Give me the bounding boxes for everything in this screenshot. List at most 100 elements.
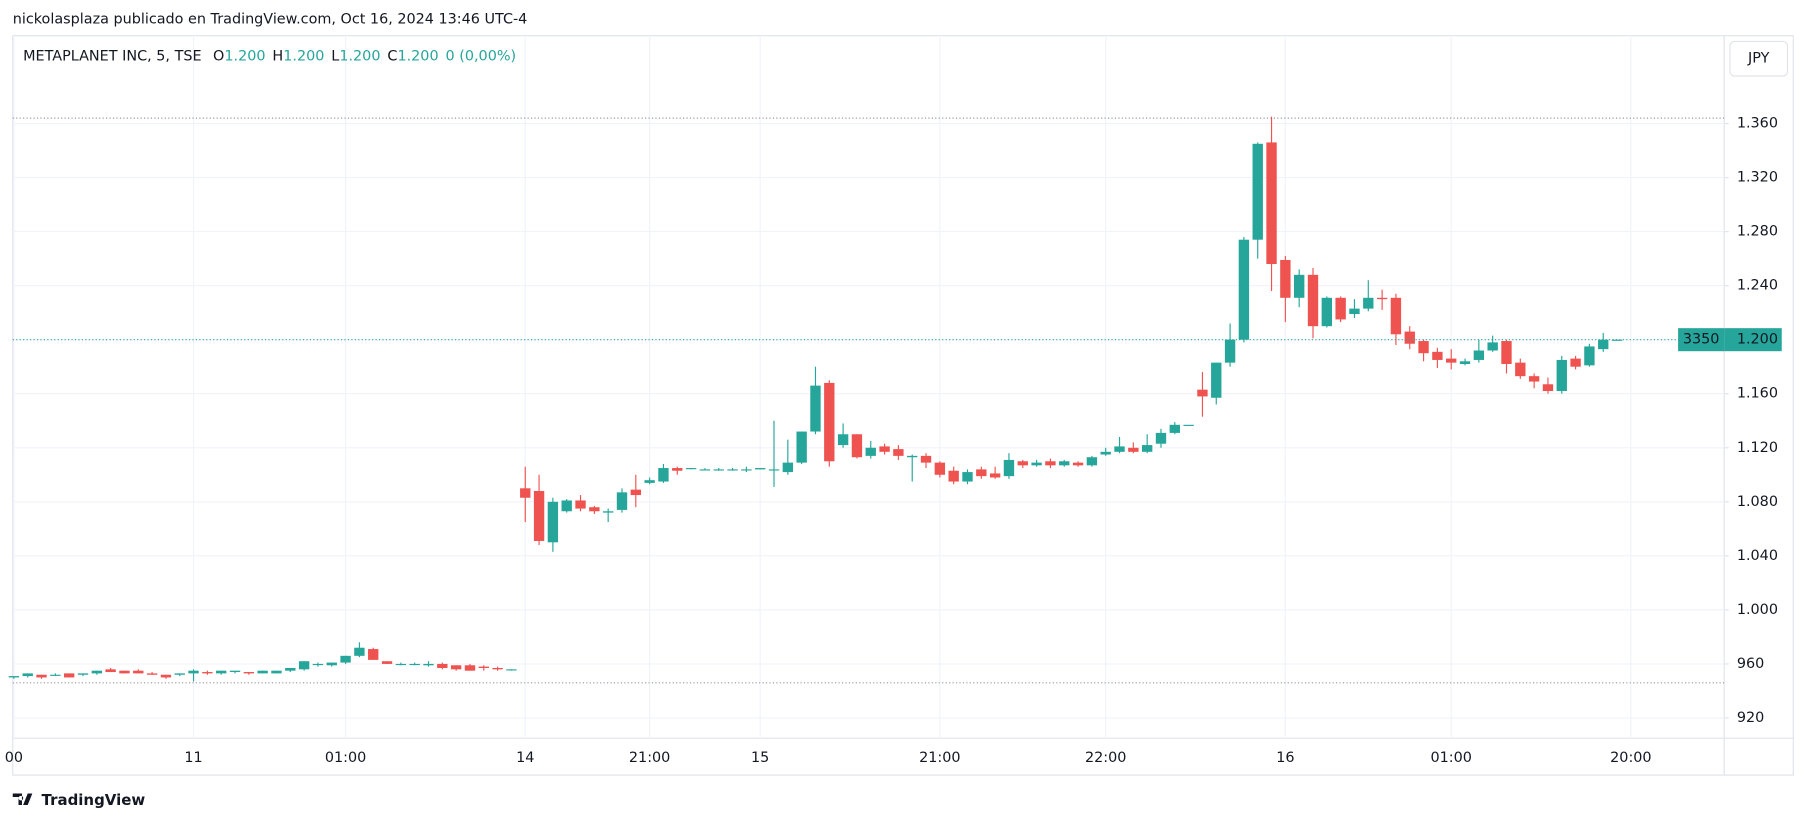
candle-body — [243, 672, 255, 674]
candle-body — [976, 469, 987, 477]
x-tick-label: 00 — [5, 750, 23, 766]
candle-body — [36, 674, 47, 678]
candle-body — [326, 662, 337, 666]
candle-body — [658, 468, 669, 482]
candle-body — [1003, 459, 1015, 477]
badge-box — [1678, 328, 1725, 352]
candle-body — [146, 673, 158, 675]
currency-label[interactable]: JPY — [1747, 51, 1770, 67]
candle-body — [1446, 358, 1457, 363]
candle-body — [216, 670, 227, 674]
chart-frame — [12, 35, 1794, 776]
candle-body — [63, 673, 75, 678]
candle-body — [1363, 297, 1374, 309]
candle-body — [188, 670, 199, 674]
y-tick-label: 1.240 — [1737, 278, 1778, 294]
candle-body — [989, 473, 1001, 478]
candle-body — [1459, 361, 1471, 365]
candle-body — [962, 472, 973, 482]
change: 0 (0,00%) — [446, 48, 517, 64]
candle-body — [285, 667, 296, 671]
logo: TradingView — [12, 791, 145, 809]
grid — [12, 35, 1729, 739]
candle-body — [561, 500, 572, 512]
candle-body — [520, 488, 531, 498]
y-tick-label: 1.120 — [1737, 440, 1778, 456]
candle-body — [1072, 462, 1084, 466]
candle-body — [893, 449, 904, 456]
x-tick-label: 16 — [1276, 750, 1294, 766]
y-tick-label: 1.000 — [1737, 602, 1778, 618]
candle-body — [616, 492, 628, 510]
candle-body — [1418, 341, 1429, 354]
ohlc-key: H — [272, 48, 283, 64]
candle-body — [685, 468, 697, 470]
candle-body — [934, 462, 946, 475]
y-tick-label: 1.320 — [1737, 170, 1778, 186]
candle-body — [1307, 274, 1319, 327]
ohlc-value: 1.200 — [224, 48, 265, 64]
candle-body — [133, 670, 144, 674]
candle-body — [1266, 142, 1277, 265]
candle-body — [91, 670, 102, 674]
candle-body — [1335, 297, 1346, 320]
candle-body — [340, 655, 351, 663]
candle-body — [1404, 331, 1415, 344]
x-tick-label: 20:00 — [1610, 750, 1651, 766]
ohlc-key: C — [387, 48, 397, 64]
candle-body — [713, 469, 724, 471]
candle-body — [727, 469, 738, 471]
header: nickolasplaza publicado en TradingView.c… — [13, 12, 528, 28]
y-tick-label: 1.080 — [1737, 494, 1778, 510]
candle-body — [1252, 143, 1263, 240]
candle-body — [437, 663, 448, 668]
candle-body — [1224, 339, 1236, 363]
candle-body — [105, 669, 116, 673]
candle-body — [22, 673, 33, 677]
candle-body — [1390, 297, 1402, 335]
candle-body — [1598, 339, 1609, 350]
candle-body — [1293, 274, 1305, 298]
candle-body — [920, 455, 932, 463]
candle-body — [741, 469, 752, 471]
y-tick-label: 960 — [1737, 656, 1764, 672]
candles — [8, 116, 1623, 682]
candle-body — [160, 674, 172, 678]
ohlc-key: L — [331, 48, 339, 64]
candle-body — [768, 469, 780, 471]
candle-body — [1100, 451, 1111, 455]
currency-button[interactable] — [1729, 40, 1789, 77]
candle-body — [879, 446, 890, 452]
candle-body — [1501, 341, 1512, 365]
candle-body — [1045, 461, 1056, 466]
y-tick-label: 920 — [1737, 710, 1764, 726]
ohlc-value: 1.200 — [397, 48, 438, 64]
candle-body — [1031, 462, 1042, 466]
candle-body — [602, 511, 614, 513]
candle-body — [699, 469, 711, 471]
candle-body — [575, 500, 586, 509]
x-tick-label: 15 — [751, 750, 769, 766]
candle-body — [8, 676, 20, 678]
candle-body — [368, 649, 379, 660]
badge-text: 3350 — [1683, 332, 1720, 348]
last-price-box — [1724, 328, 1782, 352]
candle-body — [547, 501, 559, 543]
x-tick-label: 11 — [184, 750, 202, 766]
candle-body — [1473, 350, 1485, 360]
candle-body — [202, 672, 213, 674]
candle-body — [644, 480, 655, 483]
ohlc-values: O1.200 H1.200 L1.200 C1.200 0 (0,00%) — [213, 48, 516, 64]
candle-body — [50, 674, 61, 676]
candle-body — [257, 670, 268, 674]
candle-body — [298, 661, 310, 670]
x-tick-label: 01:00 — [1430, 750, 1471, 766]
y-tick-label: 1.040 — [1737, 548, 1778, 564]
x-tick-label: 22:00 — [1085, 750, 1126, 766]
candle-body — [354, 647, 365, 656]
candle-body — [1321, 297, 1333, 327]
candle-body — [1584, 346, 1595, 366]
candle-body — [1086, 457, 1098, 466]
